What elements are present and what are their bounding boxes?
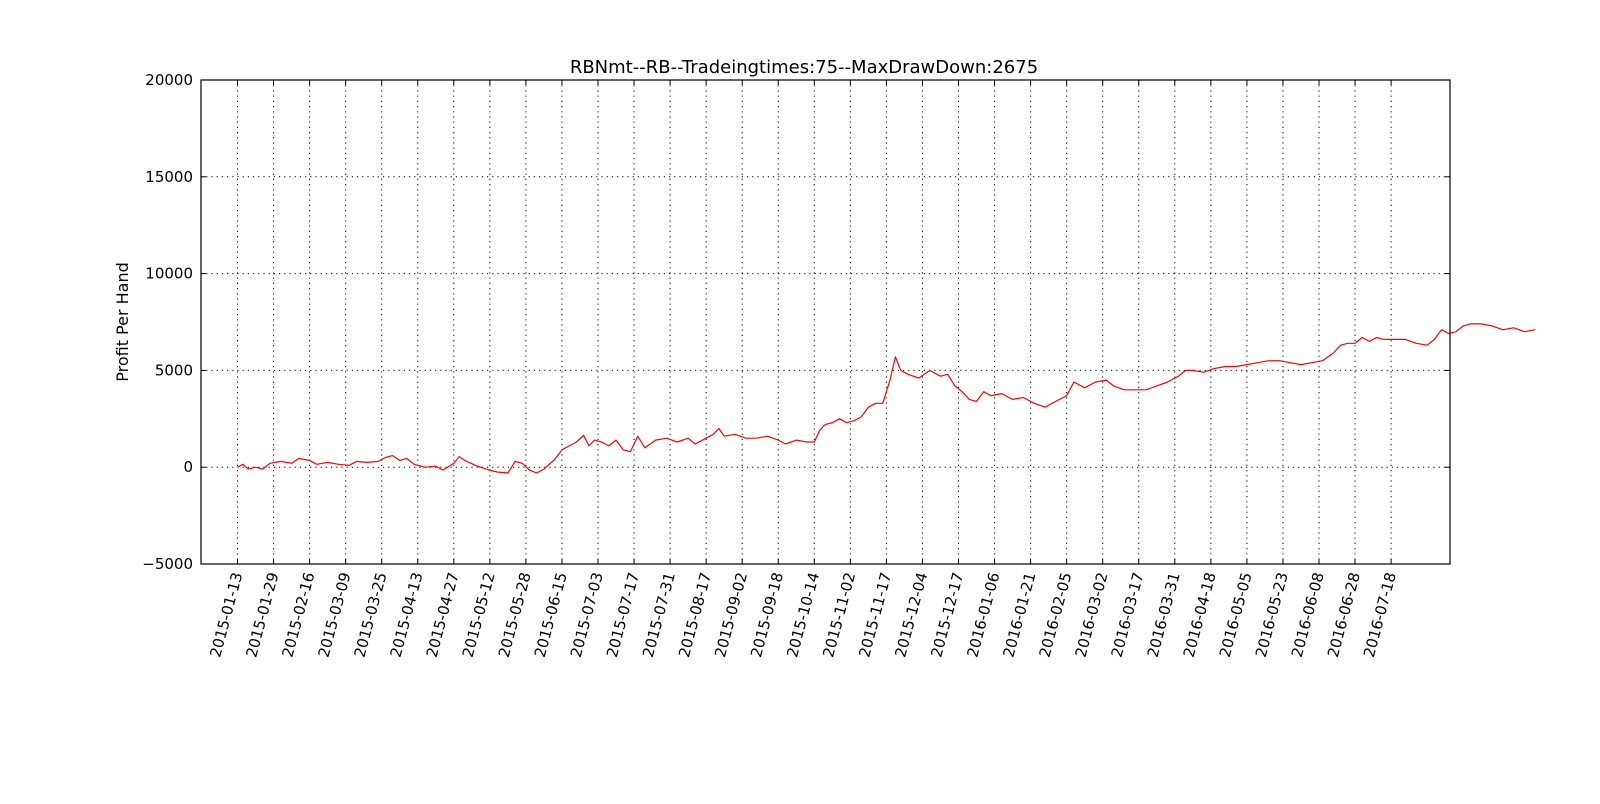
x-tick-label: 2016-01-21	[1000, 570, 1040, 659]
y-tick-label: −5000	[142, 555, 193, 573]
x-tick-label: 2015-02-16	[279, 570, 319, 659]
x-tick-label: 2015-09-18	[747, 570, 787, 659]
x-tick-label: 2016-07-18	[1360, 570, 1400, 659]
series-layer	[237, 323, 1536, 474]
x-tick-label: 2015-12-17	[927, 570, 967, 659]
y-tick-label: 10000	[145, 265, 193, 283]
x-tick-label: 2016-06-08	[1288, 570, 1328, 659]
x-tick-labels: 2015-01-132015-01-292015-02-162015-03-09…	[206, 570, 1400, 659]
y-tick-label: 20000	[145, 71, 193, 89]
x-tick-label: 2015-03-25	[351, 570, 391, 659]
x-tick-label: 2015-11-17	[855, 570, 895, 659]
x-tick-label: 2015-07-31	[639, 570, 679, 659]
grid-lines	[201, 80, 1450, 564]
series-line	[237, 323, 1536, 474]
y-tick-labels: −5000 0 5000 10000 15000 20000	[142, 71, 193, 573]
x-tick-label: 2016-03-02	[1072, 570, 1112, 659]
x-tick-label: 2015-04-27	[423, 570, 463, 659]
x-tick-label: 2015-01-13	[206, 570, 246, 659]
x-tick-label: 2015-07-17	[603, 570, 643, 659]
y-axis-label: Profit Per Hand	[113, 262, 132, 382]
x-tick-label: 2016-02-05	[1036, 570, 1076, 659]
x-tick-label: 2016-01-06	[963, 570, 1003, 659]
x-tick-label: 2015-09-02	[711, 570, 751, 659]
x-tick-label: 2016-06-28	[1324, 570, 1364, 659]
x-tick-label: 2015-03-09	[315, 570, 355, 659]
axis-ticks	[201, 79, 1450, 565]
chart-title: RBNmt--RB--Tradeingtimes:75--MaxDrawDown…	[570, 57, 1038, 78]
x-tick-label: 2015-06-15	[531, 570, 571, 659]
y-tick-label: 15000	[145, 168, 193, 186]
x-tick-label: 2016-05-23	[1252, 570, 1292, 659]
y-tick-label: 5000	[155, 361, 193, 379]
x-tick-label: 2015-08-17	[675, 570, 715, 659]
x-tick-label: 2015-11-02	[819, 570, 859, 659]
x-tick-label: 2016-05-05	[1216, 570, 1256, 659]
x-tick-label: 2015-01-29	[242, 570, 282, 659]
x-tick-label: 2015-05-12	[459, 570, 499, 659]
x-tick-label: 2015-10-14	[783, 570, 823, 659]
plot-frame	[200, 79, 1451, 565]
x-tick-label: 2015-12-04	[891, 570, 931, 659]
x-tick-label: 2016-04-18	[1180, 570, 1220, 659]
x-tick-label: 2016-03-17	[1108, 570, 1148, 659]
x-tick-label: 2016-03-31	[1144, 570, 1184, 659]
x-tick-label: 2015-05-28	[495, 570, 535, 659]
x-tick-label: 2015-07-03	[567, 570, 607, 659]
y-tick-label: 0	[183, 458, 193, 476]
x-tick-label: 2015-04-13	[387, 570, 427, 659]
